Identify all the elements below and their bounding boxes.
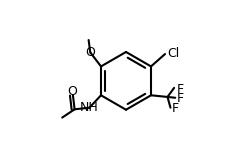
- Text: NH: NH: [80, 101, 99, 114]
- Text: O: O: [67, 85, 77, 98]
- Text: O: O: [85, 46, 95, 59]
- Text: Cl: Cl: [168, 47, 180, 60]
- Text: F: F: [176, 83, 183, 96]
- Text: F: F: [172, 102, 179, 115]
- Text: F: F: [177, 92, 184, 105]
